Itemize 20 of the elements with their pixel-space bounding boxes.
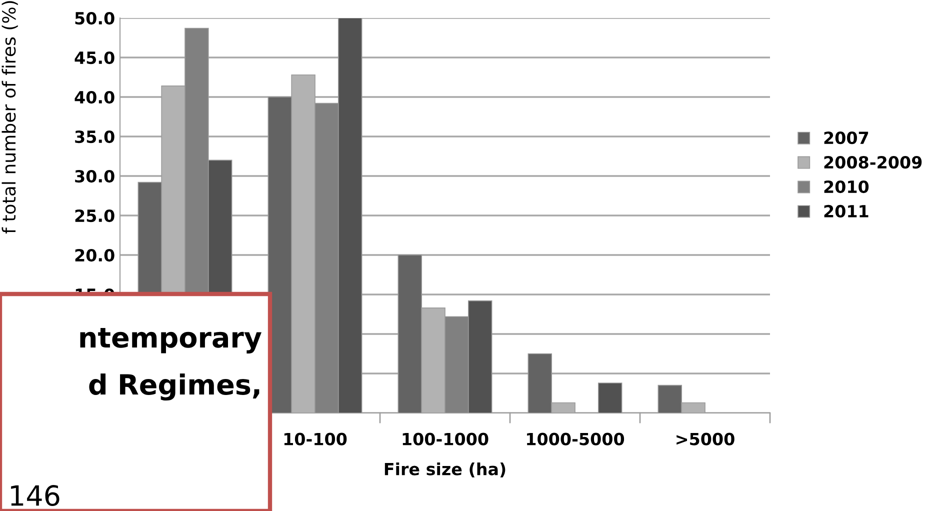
y-tick-label: 40.0: [74, 90, 114, 104]
x-tick-label: 100-1000: [402, 432, 488, 446]
y-tick-label: 50.0: [75, 12, 114, 25]
x-tick-label: 1000-5000: [527, 432, 624, 446]
y-tick-label: 25.0: [75, 209, 114, 222]
legend-label: 2008-2009: [824, 156, 922, 169]
text: 146: [11, 485, 60, 506]
legend-label: 2010: [824, 180, 869, 194]
x-tick-label: 10-100: [284, 432, 347, 446]
y-tick-label: 35.0: [75, 130, 114, 144]
legend-label: 2011: [824, 204, 868, 218]
x-tick-label: >5000: [676, 432, 734, 446]
y-tick-label: 20.0: [75, 248, 114, 262]
x-axis-title: Fire size (ha): [384, 462, 506, 478]
y-tick-label: 45.0: [74, 51, 114, 64]
annotation: d Regimes,: [89, 373, 260, 401]
legend-label: 2007: [824, 132, 868, 144]
y-tick-label: 30.0: [75, 170, 114, 183]
y-axis-title: f total number of fires (%): [2, 1, 18, 234]
annotation: ntemporary: [80, 328, 262, 354]
